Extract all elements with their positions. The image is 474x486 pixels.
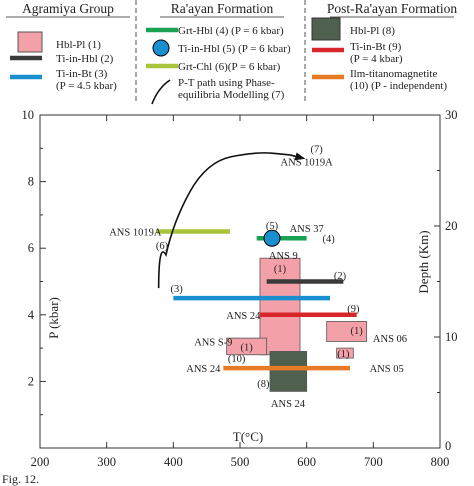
annotation-label: ANS 37 (290, 224, 324, 235)
x-tick-label: 200 (31, 455, 50, 469)
legend-group-title: Ra'ayan Formation (171, 1, 274, 16)
range-box-8 (269, 351, 308, 392)
y2-tick-label: 0 (445, 439, 451, 453)
legend-item-label: equilibria Modelling (7) (178, 89, 285, 101)
annotation-label: ANS 05 (370, 364, 404, 375)
annotation-label: ANS 24 (226, 311, 261, 322)
data-point-5 (263, 229, 281, 247)
figure-caption: Fig. 12. (2, 472, 39, 486)
annotation-label: (9) (347, 304, 360, 315)
pt-path-7 (157, 152, 291, 289)
annotation-label: ANS 1019A (109, 228, 162, 239)
y-tick-label: 8 (28, 175, 34, 189)
range-box-1 (226, 337, 268, 356)
range-box-1 (326, 321, 368, 342)
legend-swatch-box (311, 17, 341, 41)
chart-marks (156, 152, 368, 392)
y2-tick-label: 30 (445, 108, 458, 122)
legend-swatch-curve (151, 79, 171, 105)
legend-item-label: Hbl-Pl (8) (350, 25, 395, 37)
annotation-label: (3) (171, 284, 184, 295)
legend-item-label: (P = 4.5 kbar) (56, 80, 117, 92)
annotation-label: (8) (257, 379, 270, 390)
range-box-1 (336, 347, 354, 359)
x-tick-label: 400 (164, 455, 183, 469)
annotation-label: (1) (351, 326, 364, 337)
legend-item-label: Grt-Chl (6)(P = 6 kbar) (178, 61, 281, 73)
annotation-label: (6) (156, 241, 169, 252)
annotation-label: ANS 24 (271, 399, 306, 410)
legend-group-title: Agramiya Group (22, 1, 114, 16)
plot-frame (39, 114, 441, 449)
y2-axis-title: Depth (Km) (416, 230, 431, 293)
x-tick-label: 300 (97, 455, 116, 469)
annotation-label: (10) (228, 354, 246, 365)
y2-tick-label: 10 (445, 330, 458, 344)
annotation-label: ANS S-9 (194, 337, 232, 348)
pt-path-arrow (289, 152, 306, 161)
annotation-label: ANS 9 (269, 251, 298, 262)
annotation-label: (1) (241, 342, 254, 353)
annotation-label: ANS 24 (186, 364, 221, 375)
y-tick-label: 4 (28, 308, 35, 322)
legend-item-label: P-T path using Phase- (178, 77, 275, 89)
x-tick-label: 600 (297, 455, 316, 469)
legend-item-label: Ti-in-Hbl (2) (56, 53, 114, 65)
y-tick-label: 2 (28, 374, 34, 388)
y-tick-label: 6 (28, 241, 34, 255)
x-tick-label: 800 (431, 455, 450, 469)
y-axis-title: P (kbar) (46, 297, 61, 339)
legend-item-label: Ti-in-Bt (3) (56, 68, 108, 80)
annotation-label: (7) (311, 144, 324, 155)
annotation-label: (1) (274, 264, 287, 275)
legend-group-title: Post-Ra'ayan Formation (327, 1, 458, 16)
legend-swatch-point (152, 39, 170, 57)
annotation-label: (4) (323, 234, 336, 245)
y-tick-label: 10 (22, 108, 35, 122)
legend-swatch-box (17, 31, 43, 53)
annotation-label: (2) (334, 271, 347, 282)
annotation-label: (1) (337, 349, 350, 360)
legend-item-label: Ti-in-Hbl (5) (P = 6 kbar) (178, 43, 291, 55)
x-axis-title: T(°C) (233, 429, 263, 444)
chart-annotations: (7) ANS 1019A (5) ANS 37(4) ANS 1019A (6) ANS … (109, 144, 407, 410)
legend-item-label: Ti-in-Bt (9) (350, 41, 402, 53)
x-tick-label: 500 (231, 455, 250, 469)
annotation-label: ANS 1019A (281, 158, 334, 169)
legend-item-label: Ilm-titanomagnetite (350, 68, 437, 80)
annotation-label: (5) (266, 221, 279, 232)
legend-item-label: (P = 4 kbar) (350, 53, 403, 65)
annotation-label: ANS 06 (373, 334, 407, 345)
legend-item-label: (10) (P - independent) (350, 80, 447, 92)
legend-item-label: Hbl-Pl (1) (56, 39, 101, 51)
legend-item-label: Grt-Hbl (4) (P = 6 kbar) (178, 25, 284, 37)
y2-tick-label: 20 (445, 219, 458, 233)
x-tick-label: 700 (364, 455, 383, 469)
legend: Agramiya Group Hbl-Pl (1) Ti-in-Hbl (2) Ti-… (6, 1, 458, 105)
